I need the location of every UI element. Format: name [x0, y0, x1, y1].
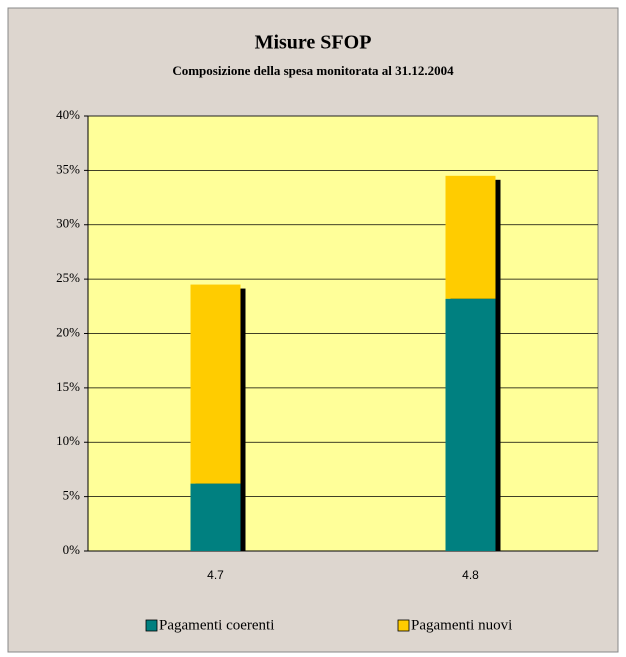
y-tick-label: 25% — [56, 270, 80, 285]
y-tick-label: 40% — [56, 107, 80, 122]
bar-segment — [190, 483, 241, 551]
bar-segment — [190, 284, 241, 484]
legend-label: Pagamenti coerenti — [159, 617, 274, 633]
y-tick-label: 35% — [56, 161, 80, 176]
y-tick-label: 20% — [56, 324, 80, 339]
bar-segment — [445, 175, 496, 299]
y-tick-label: 0% — [63, 542, 81, 557]
x-tick-label: 4.8 — [462, 568, 479, 582]
legend-swatch — [397, 619, 410, 632]
legend-swatch — [145, 619, 158, 632]
x-tick-label: 4.7 — [207, 568, 224, 582]
y-tick-label: 15% — [56, 379, 80, 394]
y-tick-label: 10% — [56, 433, 80, 448]
chart-subtitle: Composizione della spesa monitorata al 3… — [172, 63, 454, 78]
y-tick-label: 30% — [56, 216, 80, 231]
bar-segment — [445, 298, 496, 551]
chart-title: Misure SFOP — [255, 32, 372, 54]
legend-label: Pagamenti nuovi — [411, 617, 512, 633]
y-tick-label: 5% — [63, 488, 81, 503]
